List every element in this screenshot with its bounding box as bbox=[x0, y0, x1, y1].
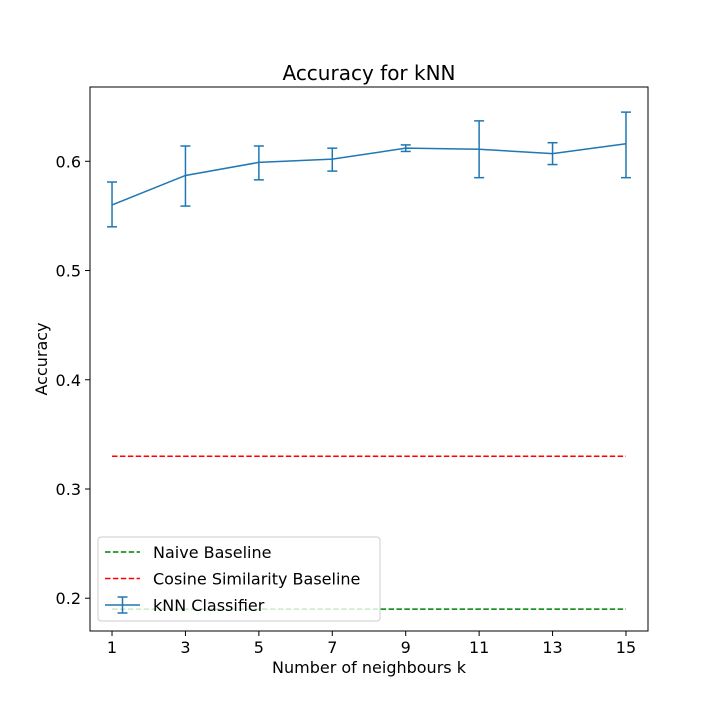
legend-swatch-2 bbox=[105, 596, 140, 614]
y-tick-label-1: 0.3 bbox=[56, 480, 81, 499]
chart-title: Accuracy for kNN bbox=[282, 61, 455, 85]
x-tick-label-6: 13 bbox=[542, 638, 562, 657]
legend-box bbox=[97, 536, 381, 622]
x-tick-label-3: 7 bbox=[327, 638, 337, 657]
plot-frame bbox=[89, 86, 649, 632]
legend-entry-1: Cosine Similarity Baseline bbox=[153, 570, 360, 589]
legend: Naive Baseline Cosine Similarity Baseline… bbox=[97, 536, 381, 622]
series-2 bbox=[107, 111, 631, 228]
y-axis-label: Accuracy bbox=[32, 322, 51, 395]
x-tick-label-5: 11 bbox=[469, 638, 489, 657]
y-tick-label-4: 0.6 bbox=[56, 152, 81, 171]
x-tick-label-7: 15 bbox=[616, 638, 636, 657]
y-tick-label-3: 0.5 bbox=[56, 262, 81, 281]
x-tick-label-4: 9 bbox=[401, 638, 411, 657]
x-tick-label-0: 1 bbox=[107, 638, 117, 657]
legend-entry-0: Naive Baseline bbox=[153, 543, 271, 562]
x-tick-label-2: 5 bbox=[254, 638, 264, 657]
y-tick-label-2: 0.4 bbox=[56, 371, 81, 390]
knn-accuracy-line bbox=[111, 143, 627, 206]
y-tick-label-0: 0.2 bbox=[56, 589, 81, 608]
x-axis-label: Number of neighbours k bbox=[272, 658, 467, 677]
x-tick-label-1: 3 bbox=[180, 638, 190, 657]
legend-entry-2: kNN Classifier bbox=[153, 596, 265, 615]
